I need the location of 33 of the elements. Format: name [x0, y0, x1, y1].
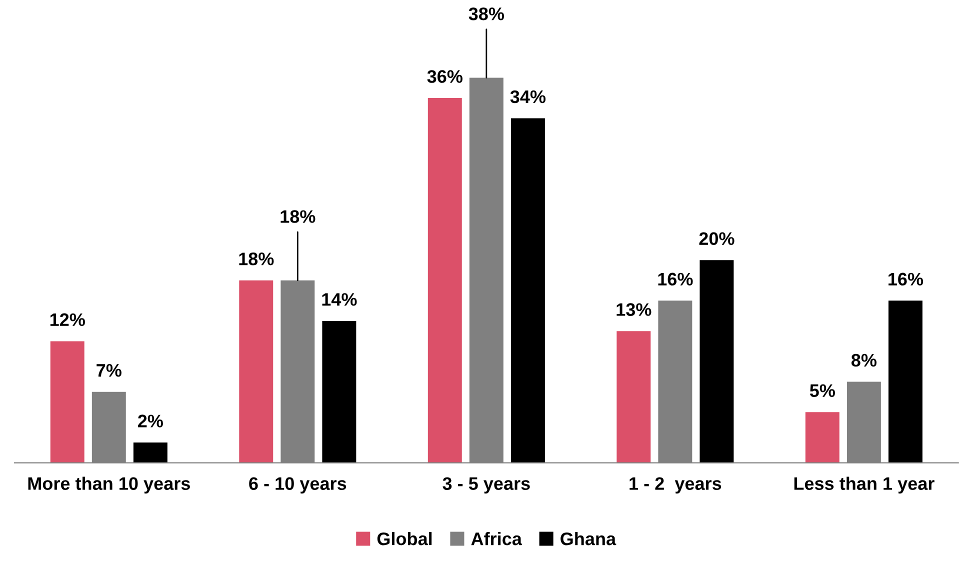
data-label: 8% [851, 354, 877, 367]
bar [428, 98, 462, 463]
data-label: 7% [96, 364, 122, 377]
data-label: 16% [888, 272, 924, 286]
data-label: 14% [322, 293, 357, 306]
legend-label: Ghana [560, 532, 616, 546]
legend-label: Africa [471, 532, 522, 546]
bar [888, 300, 922, 463]
x-tick-label: Less than 1 year [794, 476, 934, 494]
data-label: 2% [138, 414, 163, 428]
bar [50, 341, 84, 463]
bar [239, 280, 274, 463]
data-label: 20% [699, 232, 734, 246]
data-label: 5% [810, 384, 835, 398]
bar [133, 442, 168, 463]
x-tick-label: More than 10 years [28, 476, 190, 494]
bar [616, 331, 651, 463]
x-tick-label: 1 - 2 years [630, 477, 722, 494]
data-label: 38% [468, 7, 504, 20]
data-label: 34% [510, 90, 546, 104]
legend-label: Global [377, 532, 432, 546]
x-tick-label: 3 - 5 years [442, 477, 530, 494]
data-label: 18% [280, 210, 316, 223]
data-label: 12% [50, 313, 85, 326]
data-label: 13% [616, 303, 652, 316]
bar [700, 260, 734, 463]
bar [510, 118, 545, 463]
bar [805, 412, 840, 463]
data-label: 36% [427, 70, 462, 83]
data-label: 16% [658, 272, 693, 286]
x-tick-label: 6 - 10 years [249, 477, 346, 494]
bar [322, 320, 356, 463]
data-label: 18% [239, 252, 274, 266]
